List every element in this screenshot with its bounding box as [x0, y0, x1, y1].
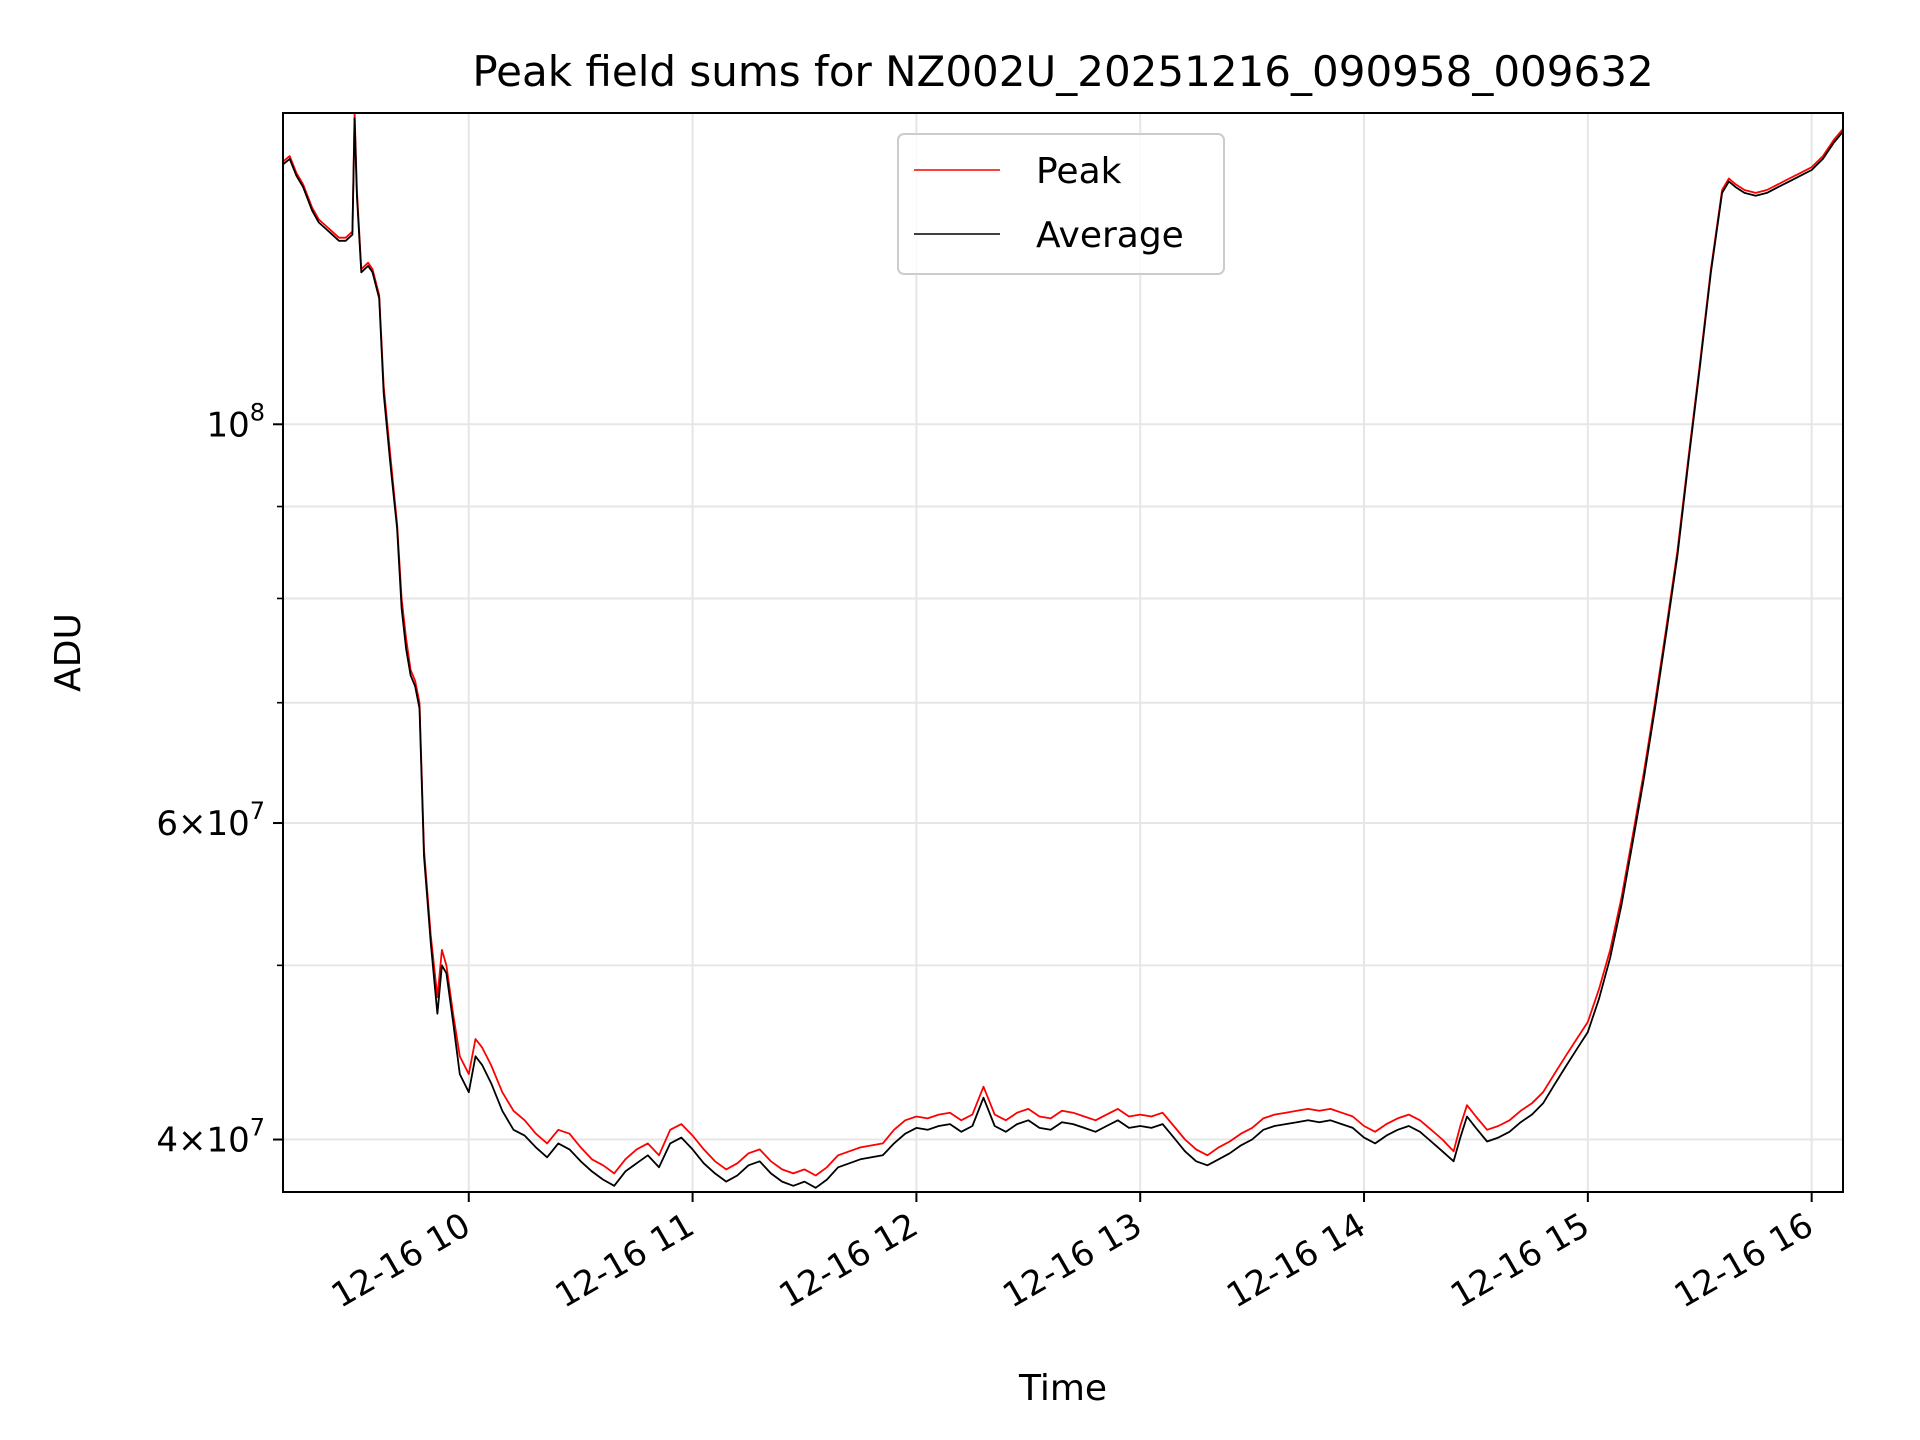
series-line-peak	[283, 113, 1843, 1177]
y-axis-label: ADU	[48, 613, 89, 692]
y-tick-exponent: 8	[250, 398, 265, 426]
series-lines	[283, 113, 1843, 1189]
x-axis-label: Time	[1018, 1368, 1107, 1409]
legend-box	[897, 133, 1225, 275]
y-tick-label: 4×107	[156, 1114, 265, 1161]
y-tick-mantissa: 4	[156, 1121, 178, 1161]
plot-frame	[282, 112, 1844, 1193]
grid	[283, 113, 1843, 1192]
y-tick-label: 108	[206, 398, 265, 445]
y-tick-mantissa: 6	[156, 804, 178, 844]
y-tick-exponent: 7	[250, 1114, 265, 1142]
y-tick-exponent: 7	[250, 797, 265, 825]
legend-average-label: Average	[1036, 215, 1184, 256]
legend-peak-label: Peak	[1036, 151, 1122, 192]
plot-area	[283, 113, 1843, 1192]
series-line-average	[283, 117, 1843, 1189]
y-tick-label: 6×107	[156, 797, 265, 844]
chart-title: Peak field sums for NZ002U_20251216_0909…	[472, 47, 1653, 96]
legend: Peak Average	[897, 133, 1225, 275]
